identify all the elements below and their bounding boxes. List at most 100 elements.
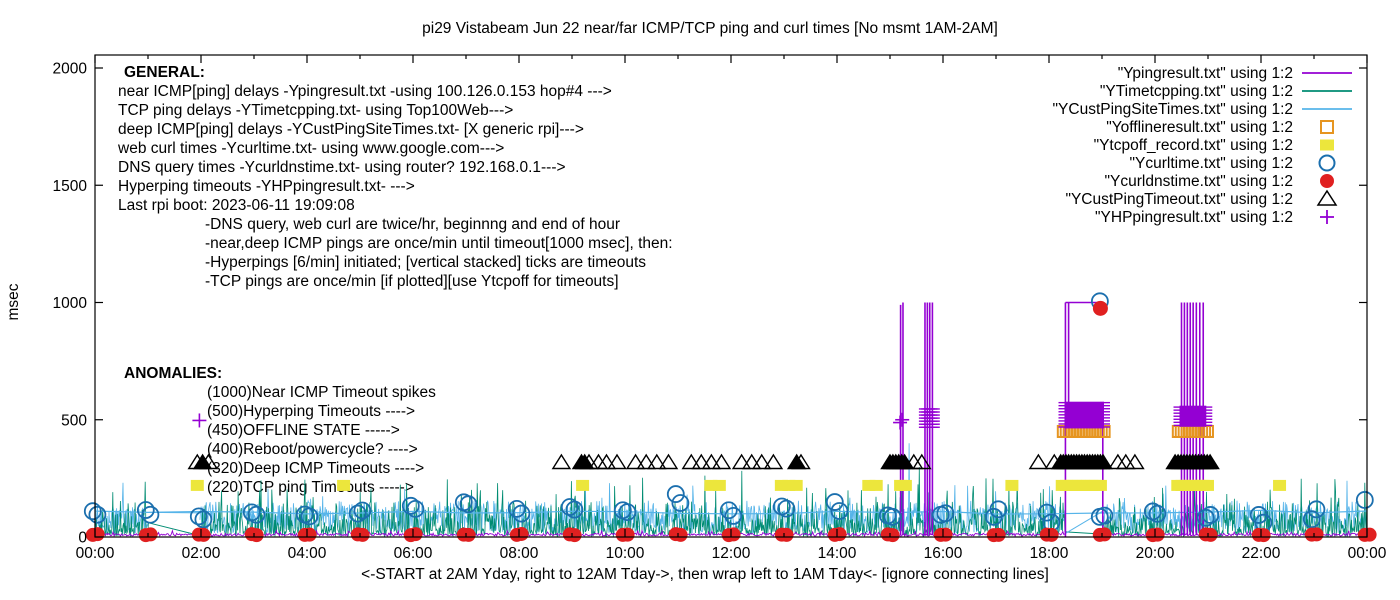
curl-marker bbox=[565, 500, 584, 519]
general-line: TCP ping delays -YTimetcpping.txt- using… bbox=[118, 102, 513, 119]
deep-timeout-marker bbox=[647, 453, 667, 470]
hyperping-block bbox=[1064, 401, 1104, 429]
tcp-timeout-marker bbox=[190, 479, 204, 491]
anomalies-header: ANOMALIES: bbox=[124, 365, 222, 382]
dns-marker bbox=[673, 527, 688, 542]
deep-timeout-marker bbox=[681, 453, 702, 470]
deep-timeout-marker bbox=[691, 453, 712, 470]
curl-marker bbox=[825, 493, 844, 511]
series-ytcpoff-record bbox=[190, 479, 1287, 491]
y-tick-label: 0 bbox=[78, 530, 87, 547]
deep-icmp-hourly-line bbox=[94, 509, 1368, 515]
hyperping-block bbox=[1179, 405, 1207, 427]
deep-timeout-marker bbox=[1200, 453, 1220, 470]
dns-marker bbox=[90, 527, 105, 542]
tcp-gap-connector bbox=[148, 522, 201, 537]
curl-marker bbox=[348, 504, 367, 523]
curl-marker bbox=[512, 504, 531, 523]
x-tick-label: 06:00 bbox=[394, 545, 433, 562]
curl-marker bbox=[194, 510, 213, 529]
general-line: web curl times -Ycurltime.txt- using www… bbox=[117, 140, 504, 157]
annotations: GENERAL: near ICMP[ping] delays -Ypingres… bbox=[117, 64, 673, 496]
curl-marker bbox=[507, 499, 526, 518]
dns-marker bbox=[567, 528, 582, 543]
deep-timeout-marker bbox=[912, 453, 932, 470]
curl-marker bbox=[1148, 504, 1167, 523]
y-tick-label: 2000 bbox=[53, 61, 88, 78]
dns-marker bbox=[1362, 527, 1377, 542]
curl-marker bbox=[1355, 491, 1374, 509]
axes: 00:00 02:00 04:00 06:00 08:00 10:00 12:00 14:00… bbox=[53, 54, 1387, 562]
curl-marker bbox=[459, 495, 478, 514]
general-subline: -DNS query, web curl are twice/hr, begin… bbox=[205, 216, 620, 233]
anomaly-line: (320)Deep ICMP Timeouts ----> bbox=[207, 460, 424, 477]
legend-circle-filled-icon bbox=[1320, 174, 1334, 188]
deep-timeout-marker bbox=[701, 453, 722, 470]
anomaly-line: (400)Reboot/powercycle? ----> bbox=[207, 441, 418, 458]
dns-marker bbox=[1309, 527, 1324, 542]
dns-marker bbox=[461, 527, 476, 542]
curl-marker bbox=[401, 496, 420, 515]
curl-marker bbox=[618, 503, 637, 522]
general-header: GENERAL: bbox=[124, 64, 205, 81]
curl-marker bbox=[83, 502, 102, 521]
dns-marker bbox=[885, 528, 900, 543]
dns-marker bbox=[938, 527, 953, 542]
curl-marker bbox=[666, 485, 685, 503]
y-tick-label: 1500 bbox=[53, 178, 88, 195]
tcp-timeout-marker bbox=[712, 479, 726, 491]
deep-timeout-marker bbox=[658, 453, 679, 470]
tcp-timeout-marker bbox=[869, 479, 883, 491]
general-line: deep ICMP[ping] delays -YCustPingSiteTim… bbox=[118, 121, 584, 138]
tcp-timeout-marker bbox=[774, 479, 788, 491]
anomaly-line: (500)Hyperping Timeouts ----> bbox=[207, 403, 415, 420]
x-axis-label: <-START at 2AM Yday, right to 12AM Tday-… bbox=[361, 566, 1049, 583]
tcp-timeout-marker bbox=[862, 479, 876, 491]
deep-timeout-marker bbox=[579, 453, 599, 470]
dns-marker-high bbox=[1092, 300, 1108, 316]
legend-label: "Yofflineresult.txt" using 1:2 bbox=[1106, 119, 1293, 136]
tcp-timeout-marker bbox=[782, 479, 796, 491]
curl-marker bbox=[719, 501, 738, 520]
curl-marker bbox=[1307, 500, 1326, 519]
tcp-timeout-marker bbox=[1200, 479, 1214, 491]
legend-label: "Ypingresult.txt" using 1:2 bbox=[1118, 65, 1293, 82]
dns-marker bbox=[991, 527, 1006, 542]
deep-timeout-marker bbox=[1125, 453, 1145, 470]
curl-marker bbox=[830, 502, 849, 520]
curl-marker bbox=[141, 505, 160, 524]
series-ycurldnstime bbox=[85, 300, 1377, 543]
tcp-timeout-marker bbox=[1093, 479, 1107, 491]
deep-timeout-marker bbox=[731, 453, 752, 470]
curl-marker bbox=[989, 500, 1008, 519]
dns-marker bbox=[249, 528, 264, 543]
x-tick-label: 18:00 bbox=[1030, 545, 1069, 562]
dns-marker bbox=[1256, 528, 1271, 543]
deep-timeout-marker bbox=[894, 453, 915, 470]
tcp-timeout-marker bbox=[337, 479, 351, 491]
curl-marker bbox=[1196, 508, 1215, 527]
y-tick-label: 1000 bbox=[53, 295, 88, 312]
curl-marker bbox=[136, 501, 155, 519]
curl-marker bbox=[247, 505, 266, 524]
x-tick-label: 00:00 bbox=[1348, 545, 1387, 562]
dns-marker bbox=[620, 527, 635, 542]
x-tick-label: 08:00 bbox=[500, 545, 539, 562]
offline-marker bbox=[1097, 424, 1111, 438]
tcp-timeout-marker bbox=[576, 479, 590, 491]
x-tick-label: 20:00 bbox=[1136, 545, 1175, 562]
dns-marker bbox=[196, 527, 211, 542]
general-subline: -near,deep ICMP pings are once/min until… bbox=[205, 235, 673, 252]
x-tick-label: 16:00 bbox=[924, 545, 963, 562]
dns-marker bbox=[1203, 527, 1218, 542]
curl-marker bbox=[353, 501, 372, 520]
deep-timeout-marker bbox=[198, 453, 219, 470]
dns-marker bbox=[514, 526, 529, 541]
series-ycurltime bbox=[83, 292, 1374, 532]
legend-square-filled-icon bbox=[1320, 139, 1334, 151]
curl-marker bbox=[406, 499, 425, 518]
series-yhppingresult bbox=[192, 401, 1213, 430]
legend-label: "YCustPingSiteTimes.txt" using 1:2 bbox=[1053, 101, 1293, 118]
dns-marker bbox=[726, 527, 741, 542]
